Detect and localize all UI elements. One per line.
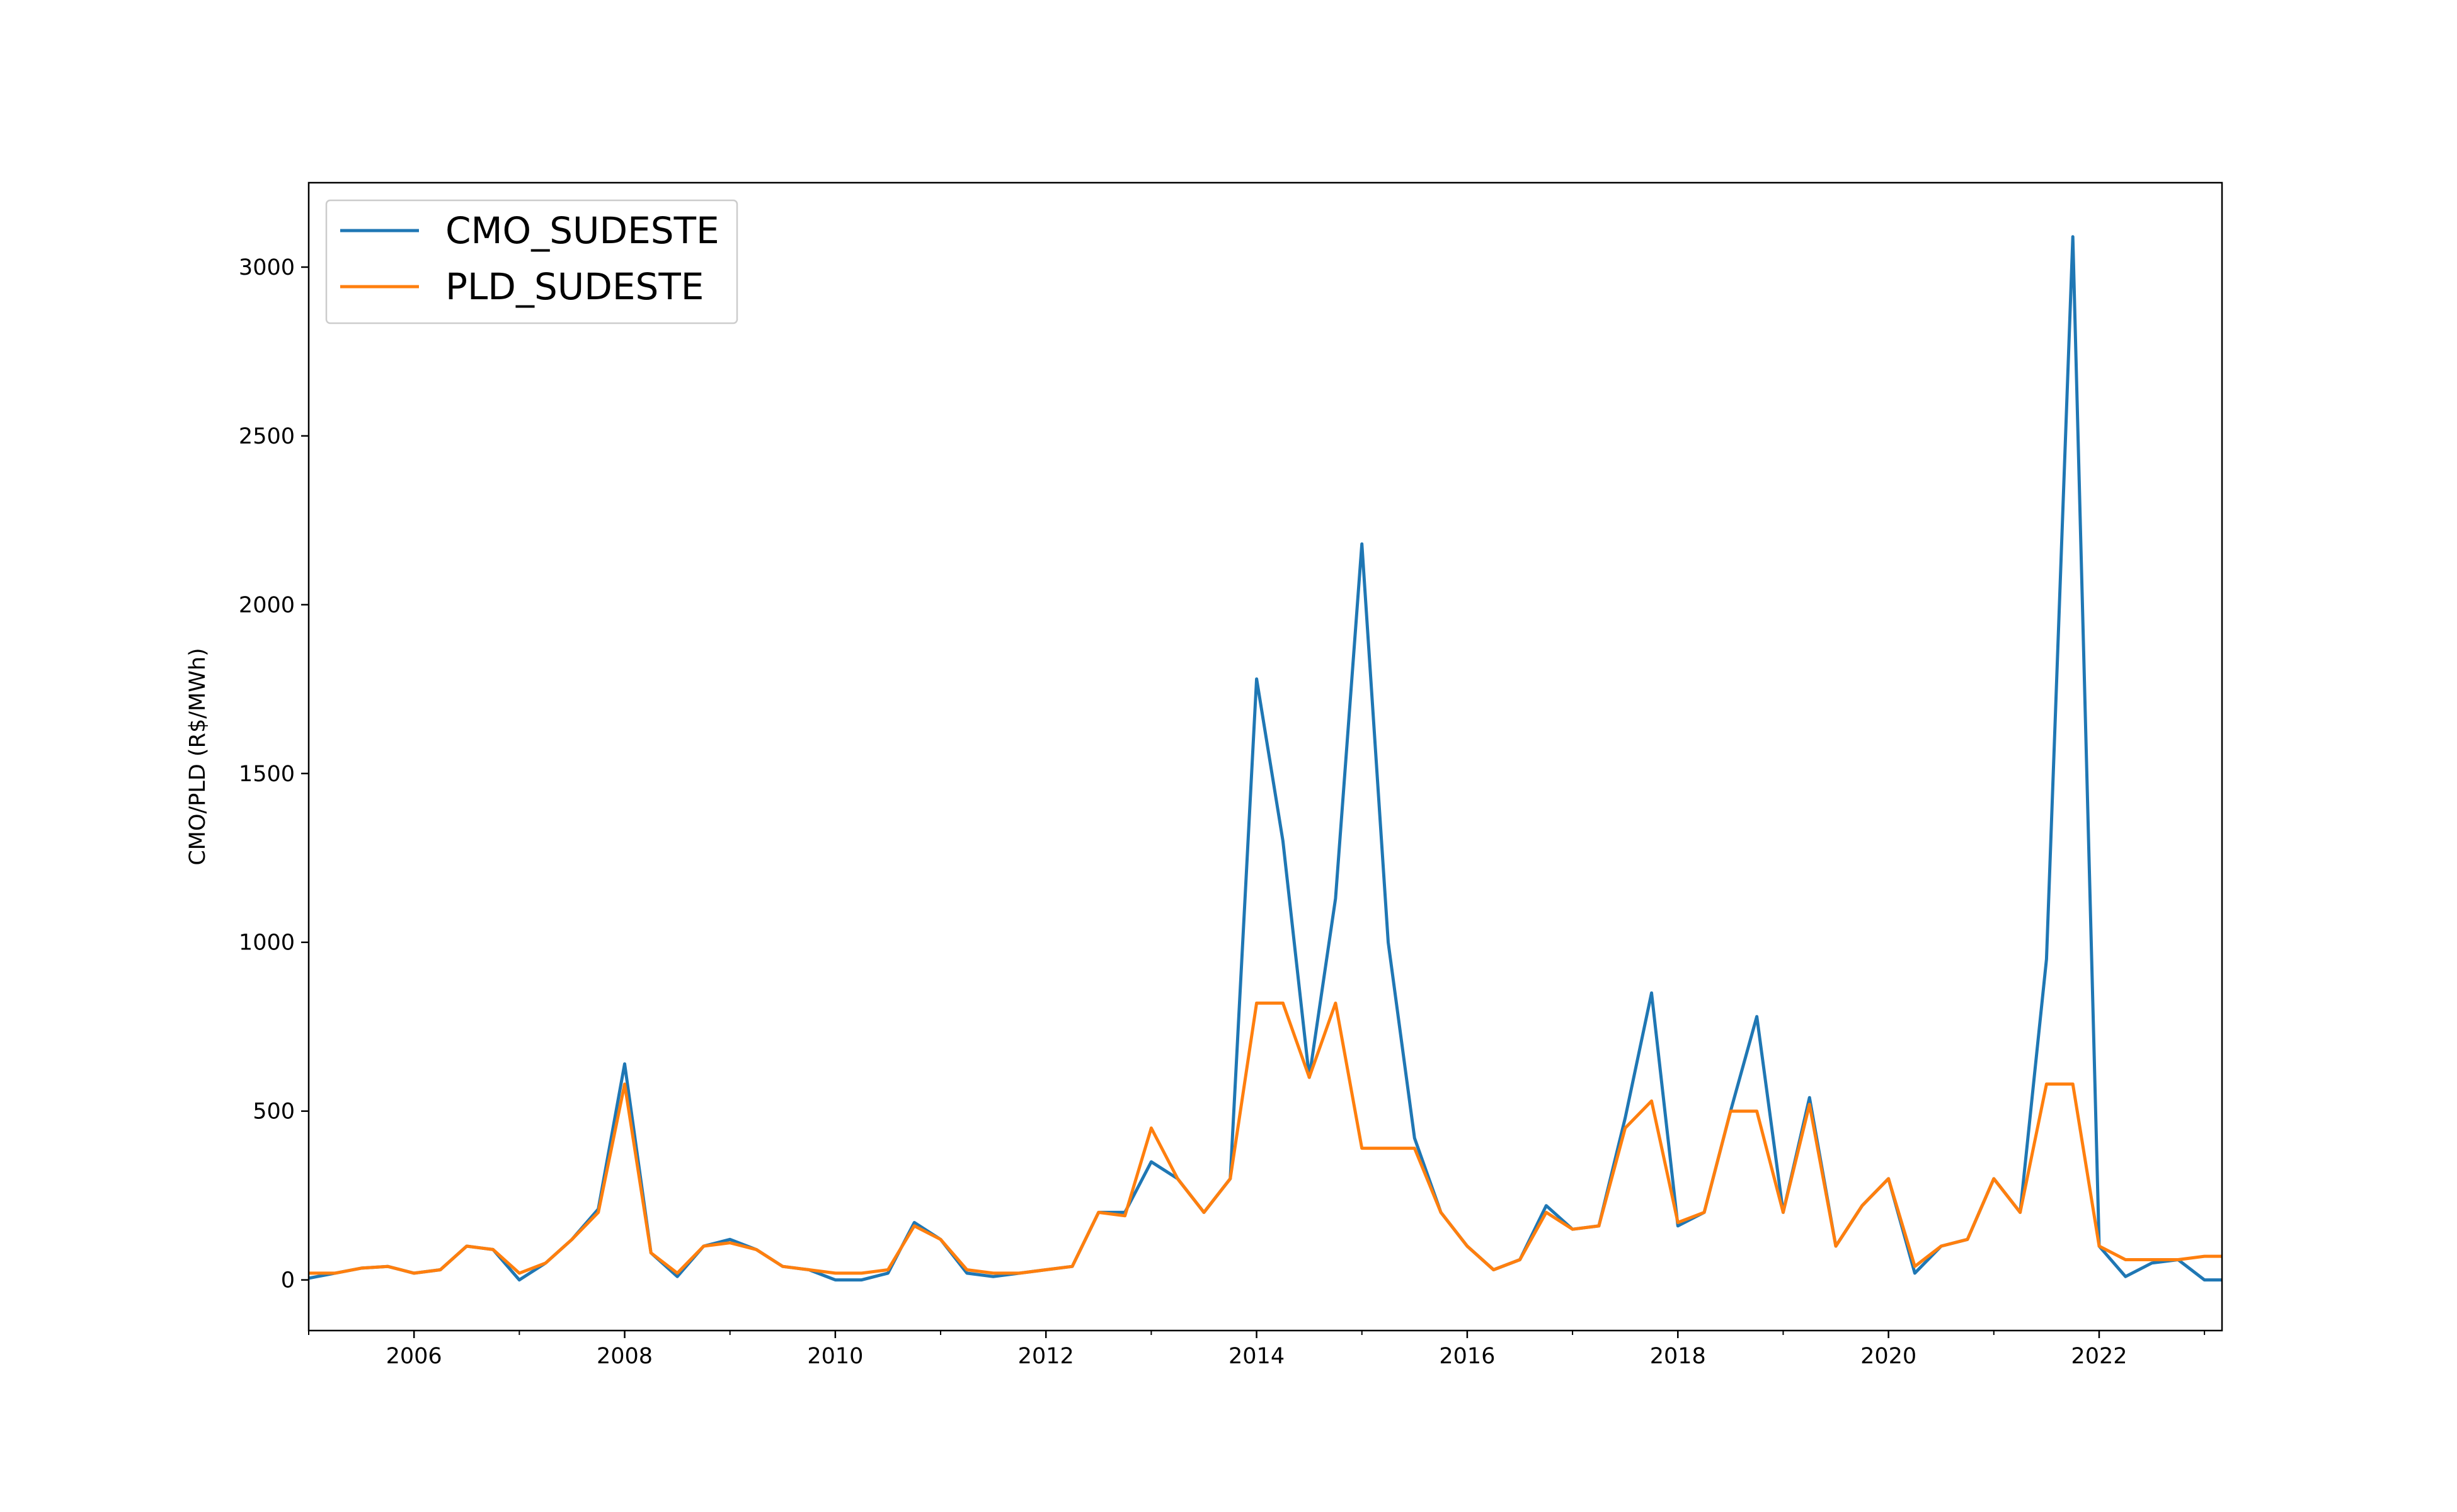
x-tick-label: 2014 — [1228, 1344, 1285, 1369]
series-line-pld-sudeste — [309, 1001, 2222, 1275]
y-tick-label: 3000 — [239, 255, 295, 280]
x-tick-label: 2016 — [1439, 1344, 1495, 1369]
legend: CMO_SUDESTE PLD_SUDESTE — [325, 199, 738, 324]
x-tick-label: 2010 — [807, 1344, 863, 1369]
y-tick-label: 1500 — [239, 762, 295, 787]
y-tick-label: 2500 — [239, 424, 295, 449]
x-tick-label: 2008 — [597, 1344, 653, 1369]
x-tick-label: 2020 — [1860, 1344, 1916, 1369]
series-layer — [309, 235, 2222, 1282]
plot-frame — [307, 181, 2223, 1332]
x-tick-label: 2022 — [2071, 1344, 2127, 1369]
legend-label-cmo: CMO_SUDESTE — [445, 209, 719, 252]
x-tick-label: 2012 — [1018, 1344, 1074, 1369]
legend-frame — [325, 199, 738, 324]
legend-label-pld: PLD_SUDESTE — [445, 265, 704, 308]
x-tick-label: 2018 — [1650, 1344, 1706, 1369]
y-axis-label: CMO/PLD (R$/MWh) — [185, 648, 210, 865]
y-tick-label: 0 — [281, 1268, 295, 1293]
y-tick-label: 1000 — [239, 931, 295, 956]
y-axis: 0 500 1000 1500 2000 2500 3000 — [239, 255, 309, 1293]
y-tick-label: 2000 — [239, 593, 295, 618]
series-line-cmo-sudeste — [309, 235, 2222, 1282]
y-tick-label: 500 — [253, 1099, 295, 1125]
x-tick-label: 2006 — [386, 1344, 442, 1369]
x-axis: 2006 2008 2010 2012 2014 2016 2018 2020 2022 — [308, 1331, 2206, 1369]
